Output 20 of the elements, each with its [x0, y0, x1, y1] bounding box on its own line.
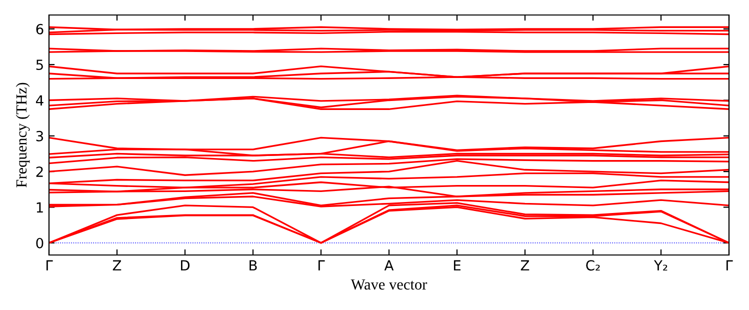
x-tick-label: Z	[112, 260, 122, 270]
x-tick-label: Γ	[726, 260, 733, 270]
x-tick-label: Γ	[318, 260, 325, 270]
y-tick-label: 3	[36, 130, 44, 142]
y-tick-label: 2	[36, 166, 43, 177]
x-axis-title: Wave vector	[350, 279, 428, 290]
x-tick-label: Z	[520, 260, 530, 270]
y-tick-label: 6	[36, 24, 44, 34]
x-tick-label: E	[454, 260, 460, 270]
x-tick-label: C₂	[586, 260, 600, 271]
y-axis-title: Frequency (THz)	[16, 82, 30, 188]
y-tick-label: 4	[36, 95, 44, 106]
y-tick-label: 1	[36, 202, 43, 212]
x-tick-label: Γ	[46, 260, 53, 270]
y-tick-label: 5	[36, 60, 43, 70]
y-tick-label: 0	[36, 238, 44, 248]
x-tick-label: D	[181, 260, 190, 270]
x-tick-label: A	[384, 260, 394, 270]
x-tick-label: Y₂	[654, 260, 668, 270]
x-tick-label: B	[250, 260, 257, 270]
